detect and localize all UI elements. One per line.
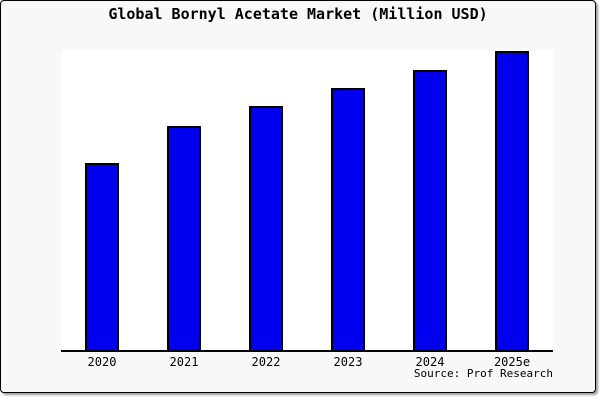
x-axis-label-2024: 2024 [415,355,445,369]
bar-2022 [249,106,283,352]
x-axis: 2020 2021 2022 2023 2024 2025e [61,355,553,371]
chart-card: Global Bornyl Acetate Market (Million US… [0,0,596,393]
plot-area [61,50,553,352]
bar-2020 [85,163,119,352]
bar-2024 [413,70,447,352]
bar-2025e [495,51,529,352]
bar-2021 [167,126,201,352]
x-axis-label-2020: 2020 [87,355,117,369]
source-note: Source: Prof Research [413,367,553,380]
chart-title: Global Bornyl Acetate Market (Million US… [108,5,488,23]
x-axis-label-2021: 2021 [169,355,199,369]
x-axis-label-2023: 2023 [333,355,363,369]
x-axis-label-2022: 2022 [251,355,281,369]
x-axis-label-2025e: 2025e [493,355,531,369]
bar-2023 [331,88,365,352]
